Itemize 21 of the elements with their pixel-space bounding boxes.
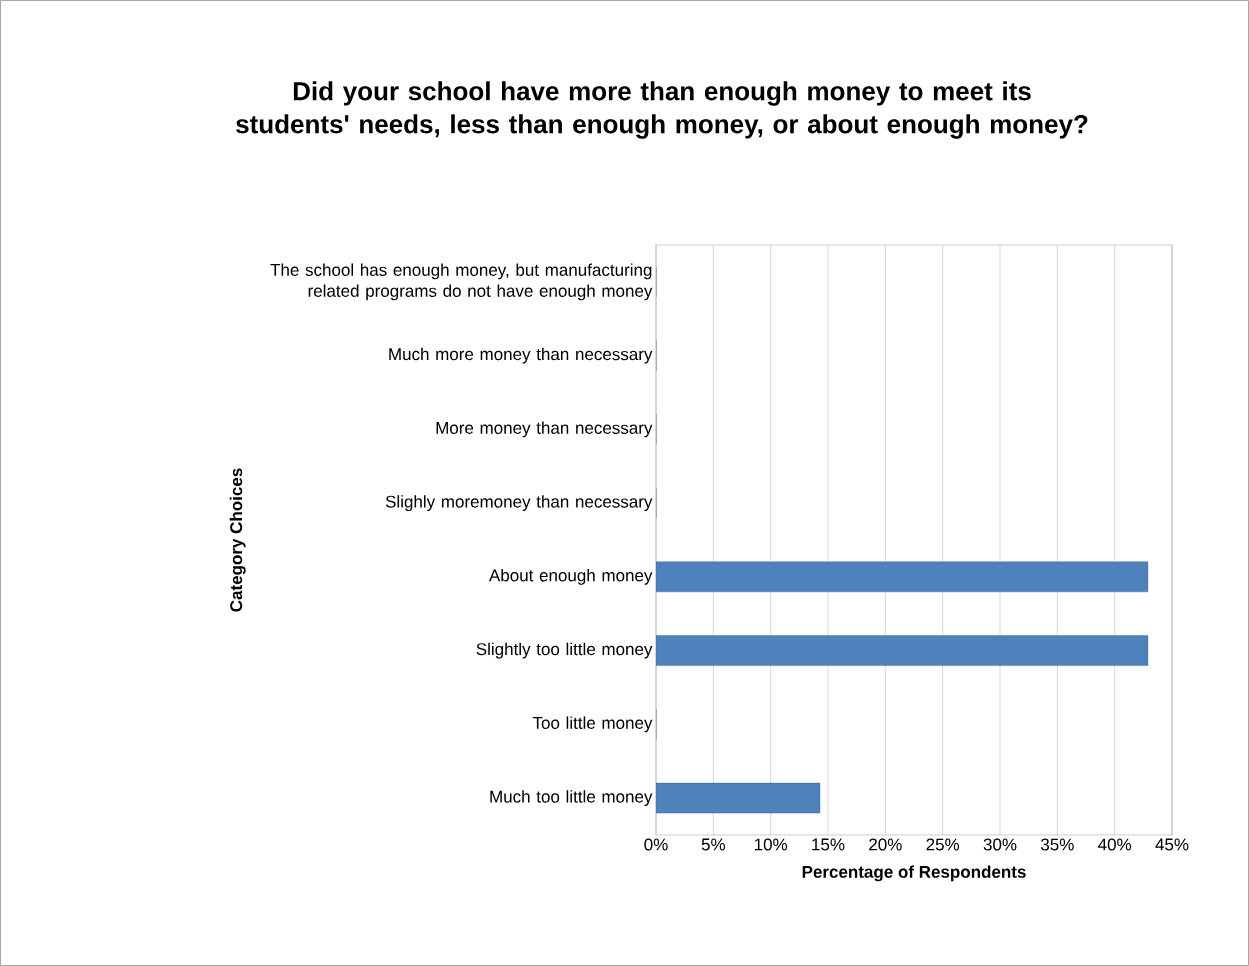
y-axis-title: Category Choices — [229, 468, 246, 612]
y-tick-label: Slightly too little money — [476, 642, 653, 659]
x-axis-title: Percentage of Respondents — [802, 865, 1026, 882]
x-tick-label: 40% — [1098, 838, 1132, 851]
y-tick-label: Much too little money — [490, 790, 653, 807]
y-tick-label: Much more money than necessary — [389, 347, 653, 364]
x-tick-label: 25% — [926, 838, 960, 851]
x-tick-label: 5% — [701, 838, 726, 851]
y-tick-label: More money than necessary — [436, 421, 653, 438]
x-tick-label: 30% — [983, 838, 1017, 851]
y-tick-label: Too little money — [532, 716, 653, 733]
x-tick-label: 0% — [644, 838, 668, 851]
chart-title: Did your school have more than enough money to meet its students' needs, less than enough money, or about enough money? — [236, 81, 1088, 139]
x-tick-label: 45% — [1155, 838, 1189, 851]
x-tick-label: 15% — [812, 838, 845, 851]
x-tick-label: 10% — [754, 838, 788, 851]
y-tick-label: The school has enough money, but manufacturing related programs do not have enough money — [270, 263, 653, 301]
x-tick-label: 20% — [869, 838, 902, 851]
y-tick-label: Slighly moremoney than necessary — [385, 495, 653, 512]
x-tick-label: 35% — [1040, 838, 1074, 851]
y-tick-label: About enough money — [489, 568, 653, 585]
